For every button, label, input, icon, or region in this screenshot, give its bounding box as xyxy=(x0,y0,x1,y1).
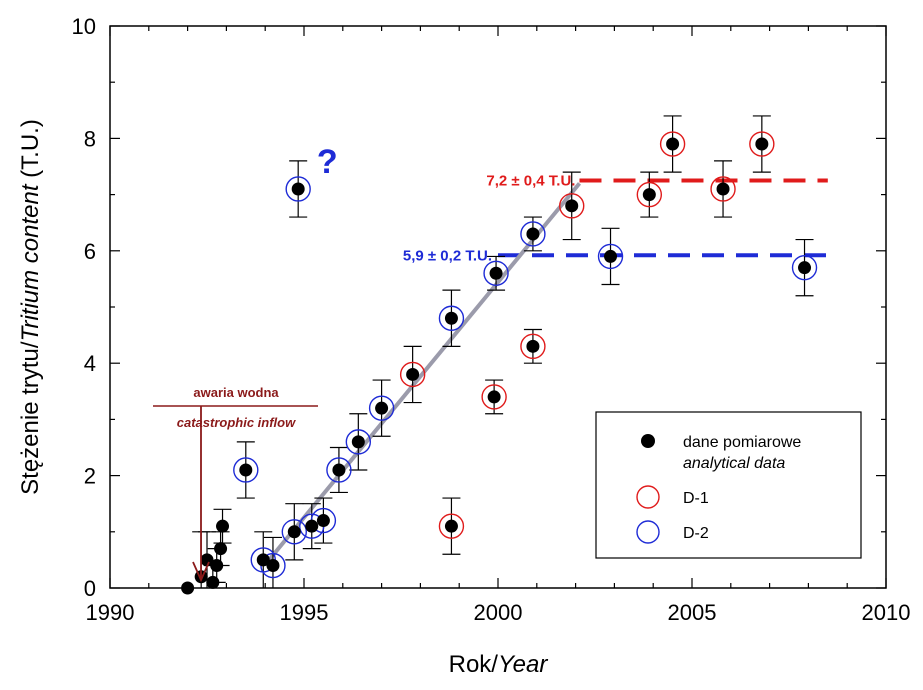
data-point xyxy=(287,525,301,539)
tick-labels: 1990 1995 2000 2005 2010 0 2 4 6 8 10 xyxy=(72,14,911,625)
data-point xyxy=(200,553,214,567)
data-point xyxy=(181,581,195,595)
legend-d2-marker xyxy=(636,520,660,544)
data-point xyxy=(206,575,220,589)
d2-markers xyxy=(233,176,818,579)
y-tick-label: 6 xyxy=(84,239,96,264)
data-point xyxy=(604,249,618,263)
d2-point xyxy=(345,429,372,455)
legend-d1-marker xyxy=(636,485,660,509)
data-point xyxy=(210,559,224,573)
legend-label-data-pl: dane pomiarowe xyxy=(683,434,801,451)
data-point xyxy=(444,311,458,325)
data-point xyxy=(375,401,389,415)
d2-point xyxy=(368,395,395,421)
y-axis-label: Stężenie trytu/Tritium content (T.U.) xyxy=(17,119,44,495)
d2-point xyxy=(520,221,546,247)
data-point xyxy=(526,339,540,353)
data-point xyxy=(487,390,501,404)
d1-point xyxy=(438,513,465,539)
legend-label-d1: D-1 xyxy=(683,490,709,507)
x-tick-label: 2000 xyxy=(474,600,523,625)
data-point xyxy=(214,542,228,556)
data-point xyxy=(489,266,503,280)
event-label-pl: awaria wodna xyxy=(193,385,279,400)
data-point xyxy=(755,137,769,151)
d2-point xyxy=(791,254,818,281)
legend-box xyxy=(595,411,862,559)
d1-point xyxy=(520,333,546,360)
event-annotation: awaria wodna catastrophic inflow xyxy=(153,385,318,583)
blue-band-label: 5,9 ± 0,2 T.U. xyxy=(403,247,492,264)
x-tick-label: 2005 xyxy=(668,600,717,625)
data-point xyxy=(444,519,458,533)
d1-point xyxy=(710,176,736,202)
event-label-en: catastrophic inflow xyxy=(177,415,296,430)
d1-markers xyxy=(399,131,775,539)
d2-point xyxy=(483,260,509,286)
data-point xyxy=(526,227,540,241)
d2-point xyxy=(281,519,307,545)
d1-point xyxy=(399,361,426,388)
y-tick-label: 10 xyxy=(72,14,96,39)
x-tick-label: 2010 xyxy=(862,600,911,625)
d2-point xyxy=(597,243,624,270)
data-point xyxy=(266,559,280,573)
y-tick-label: 4 xyxy=(84,351,96,376)
d1-point xyxy=(636,181,663,208)
x-tick-label: 1990 xyxy=(86,600,135,625)
data-point xyxy=(239,463,253,477)
d2-point xyxy=(233,457,259,483)
x-tick-label: 1995 xyxy=(280,600,329,625)
data-point xyxy=(351,435,365,449)
x-axis-label: Rok/Year xyxy=(449,651,549,678)
question-mark: ? xyxy=(317,143,338,181)
y-tick-label: 0 xyxy=(84,576,96,601)
d2-point xyxy=(438,305,465,331)
event-arrow-head xyxy=(192,561,210,583)
data-point xyxy=(291,182,305,196)
data-point xyxy=(216,519,230,533)
legend-label-data-en: analytical data xyxy=(683,455,785,472)
d2-point xyxy=(326,457,352,483)
y-tick-label: 8 xyxy=(84,126,96,151)
data-point xyxy=(642,188,656,202)
data-point xyxy=(565,199,579,213)
d1-point xyxy=(659,131,686,157)
axis-ticks xyxy=(109,25,887,589)
data-point xyxy=(666,137,680,151)
red-band-label: 7,2 ± 0,4 T.U. xyxy=(486,173,575,190)
legend-label-d2: D-2 xyxy=(683,525,709,542)
y-tick-label: 2 xyxy=(84,464,96,489)
data-point xyxy=(316,514,330,528)
data-point xyxy=(256,553,270,567)
data-point xyxy=(305,519,319,533)
reference-lines xyxy=(498,178,828,258)
d1-point xyxy=(559,193,585,219)
legend-filled-marker xyxy=(641,434,655,448)
data-point xyxy=(406,367,420,381)
d2-point xyxy=(285,176,311,202)
data-point xyxy=(332,463,346,477)
d1-point xyxy=(481,384,507,410)
d1-point xyxy=(749,131,775,157)
legend: dane pomiarowe analytical data D-1 D-2 xyxy=(595,411,862,559)
data-point xyxy=(798,261,812,275)
data-point xyxy=(716,182,730,196)
